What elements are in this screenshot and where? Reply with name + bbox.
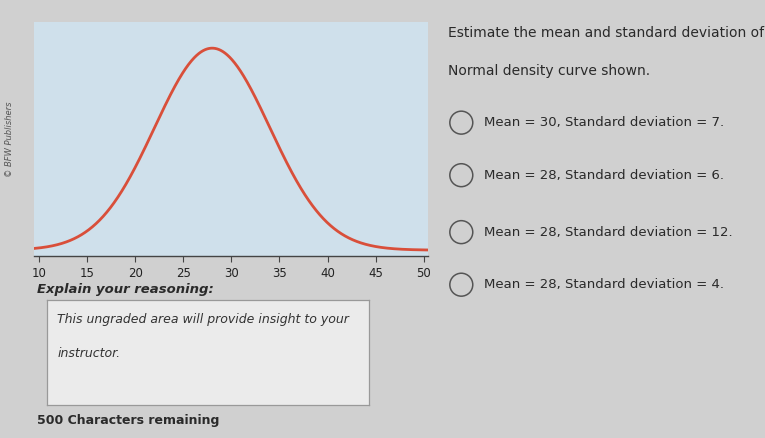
Text: This ungraded area will provide insight to your: This ungraded area will provide insight … xyxy=(57,313,349,325)
Text: 500 Characters remaining: 500 Characters remaining xyxy=(37,414,219,427)
Text: Explain your reasoning:: Explain your reasoning: xyxy=(37,283,213,296)
Text: Normal density curve shown.: Normal density curve shown. xyxy=(448,64,649,78)
Text: Mean = 28, Standard deviation = 4.: Mean = 28, Standard deviation = 4. xyxy=(484,278,724,291)
Text: Mean = 30, Standard deviation = 7.: Mean = 30, Standard deviation = 7. xyxy=(484,116,724,129)
Text: Mean = 28, Standard deviation = 12.: Mean = 28, Standard deviation = 12. xyxy=(484,226,733,239)
Text: Mean = 28, Standard deviation = 6.: Mean = 28, Standard deviation = 6. xyxy=(484,169,724,182)
Text: © BFW Publishers: © BFW Publishers xyxy=(5,101,15,177)
Text: Estimate the mean and standard deviation of the: Estimate the mean and standard deviation… xyxy=(448,26,765,40)
Text: instructor.: instructor. xyxy=(57,347,120,360)
